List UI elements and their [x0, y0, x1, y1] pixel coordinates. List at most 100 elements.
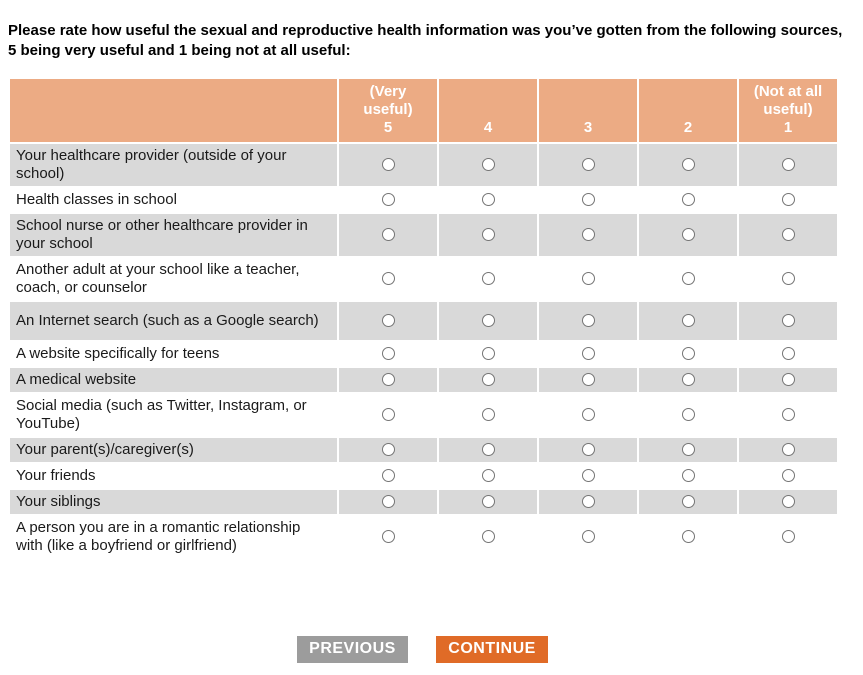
column-header-1-caption: (Not at all useful): [753, 83, 823, 118]
radio-row1-rating5[interactable]: [381, 193, 395, 207]
table-row-medical-website: A medical website: [8, 366, 839, 394]
radio-row7-rating4[interactable]: [481, 408, 495, 422]
radio-row11-rating5[interactable]: [381, 530, 395, 544]
column-header-5: (Very useful) 5: [337, 77, 439, 144]
radio-row8-rating4[interactable]: [481, 443, 495, 457]
table-row-another-adult: Another adult at your school like a teac…: [8, 256, 839, 302]
column-header-4-value: 4: [483, 119, 493, 136]
matrix-header-row: (Very useful) 5 4 3 2 (Not at all useful…: [8, 77, 839, 144]
table-row-teen-website: A website specifically for teens: [8, 340, 839, 368]
radio-row7-rating1[interactable]: [781, 408, 795, 422]
radio-row4-rating5[interactable]: [381, 314, 395, 328]
continue-button[interactable]: CONTINUE: [436, 636, 548, 663]
radio-row1-rating3[interactable]: [581, 193, 595, 207]
radio-row3-rating5[interactable]: [381, 272, 395, 286]
radio-row4-rating3[interactable]: [581, 314, 595, 328]
row-label: A website specifically for teens: [8, 340, 339, 368]
radio-row9-rating5[interactable]: [381, 469, 395, 483]
radio-row3-rating3[interactable]: [581, 272, 595, 286]
question-title: Please rate how useful the sexual and re…: [8, 22, 843, 59]
column-header-3: 3: [537, 77, 639, 144]
column-header-3-value: 3: [583, 119, 593, 136]
table-row-parents-caregivers: Your parent(s)/caregiver(s): [8, 436, 839, 464]
table-row-siblings: Your siblings: [8, 488, 839, 516]
radio-row11-rating4[interactable]: [481, 530, 495, 544]
radio-row7-rating2[interactable]: [681, 408, 695, 422]
radio-row10-rating4[interactable]: [481, 495, 495, 509]
row-label: Health classes in school: [8, 186, 339, 214]
row-label: An Internet search (such as a Google sea…: [8, 300, 339, 342]
radio-row5-rating4[interactable]: [481, 347, 495, 361]
radio-row0-rating4[interactable]: [481, 158, 495, 172]
column-header-4: 4: [437, 77, 539, 144]
radio-row8-rating3[interactable]: [581, 443, 595, 457]
radio-row4-rating1[interactable]: [781, 314, 795, 328]
radio-row11-rating1[interactable]: [781, 530, 795, 544]
table-row-social-media: Social media (such as Twitter, Instagram…: [8, 392, 839, 438]
previous-button[interactable]: PREVIOUS: [297, 636, 408, 663]
table-row-healthcare-provider: Your healthcare provider (outside of you…: [8, 142, 839, 188]
rating-matrix-table: (Very useful) 5 4 3 2 (Not at all useful…: [8, 77, 839, 560]
column-header-2: 2: [637, 77, 739, 144]
radio-row9-rating2[interactable]: [681, 469, 695, 483]
radio-row1-rating1[interactable]: [781, 193, 795, 207]
navigation-buttons: PREVIOUS CONTINUE: [8, 636, 837, 663]
row-label: Your siblings: [8, 488, 339, 516]
radio-row6-rating5[interactable]: [381, 373, 395, 387]
radio-row10-rating3[interactable]: [581, 495, 595, 509]
radio-row6-rating2[interactable]: [681, 373, 695, 387]
radio-row9-rating1[interactable]: [781, 469, 795, 483]
radio-row3-rating1[interactable]: [781, 272, 795, 286]
table-row-internet-search: An Internet search (such as a Google sea…: [8, 300, 839, 342]
radio-row7-rating5[interactable]: [381, 408, 395, 422]
radio-row2-rating3[interactable]: [581, 228, 595, 242]
radio-row8-rating1[interactable]: [781, 443, 795, 457]
radio-row5-rating1[interactable]: [781, 347, 795, 361]
radio-row8-rating2[interactable]: [681, 443, 695, 457]
radio-row6-rating1[interactable]: [781, 373, 795, 387]
radio-row4-rating2[interactable]: [681, 314, 695, 328]
radio-row9-rating3[interactable]: [581, 469, 595, 483]
row-label: Your parent(s)/caregiver(s): [8, 436, 339, 464]
column-header-1: (Not at all useful) 1: [737, 77, 839, 144]
radio-row0-rating1[interactable]: [781, 158, 795, 172]
row-label: A person you are in a romantic relations…: [8, 514, 339, 560]
radio-row9-rating4[interactable]: [481, 469, 495, 483]
column-header-2-value: 2: [683, 119, 693, 136]
row-label: Social media (such as Twitter, Instagram…: [8, 392, 339, 438]
radio-row0-rating3[interactable]: [581, 158, 595, 172]
radio-row5-rating3[interactable]: [581, 347, 595, 361]
radio-row6-rating4[interactable]: [481, 373, 495, 387]
radio-row2-rating2[interactable]: [681, 228, 695, 242]
radio-row5-rating2[interactable]: [681, 347, 695, 361]
row-label: Your friends: [8, 462, 339, 490]
row-label: Another adult at your school like a teac…: [8, 256, 339, 302]
radio-row3-rating2[interactable]: [681, 272, 695, 286]
radio-row10-rating1[interactable]: [781, 495, 795, 509]
radio-row8-rating5[interactable]: [381, 443, 395, 457]
radio-row5-rating5[interactable]: [381, 347, 395, 361]
radio-row11-rating2[interactable]: [681, 530, 695, 544]
row-label: School nurse or other healthcare provide…: [8, 212, 339, 258]
radio-row4-rating4[interactable]: [481, 314, 495, 328]
row-label: Your healthcare provider (outside of you…: [8, 142, 339, 188]
radio-row6-rating3[interactable]: [581, 373, 595, 387]
radio-row0-rating2[interactable]: [681, 158, 695, 172]
radio-row10-rating5[interactable]: [381, 495, 395, 509]
table-row-health-classes: Health classes in school: [8, 186, 839, 214]
radio-row2-rating4[interactable]: [481, 228, 495, 242]
radio-row1-rating2[interactable]: [681, 193, 695, 207]
radio-row1-rating4[interactable]: [481, 193, 495, 207]
radio-row11-rating3[interactable]: [581, 530, 595, 544]
radio-row0-rating5[interactable]: [381, 158, 395, 172]
column-header-5-value: 5: [383, 119, 393, 136]
radio-row10-rating2[interactable]: [681, 495, 695, 509]
radio-row2-rating1[interactable]: [781, 228, 795, 242]
table-row-school-nurse: School nurse or other healthcare provide…: [8, 212, 839, 258]
radio-row7-rating3[interactable]: [581, 408, 595, 422]
column-header-empty: [8, 77, 339, 144]
radio-row3-rating4[interactable]: [481, 272, 495, 286]
table-row-friends: Your friends: [8, 462, 839, 490]
radio-row2-rating5[interactable]: [381, 228, 395, 242]
